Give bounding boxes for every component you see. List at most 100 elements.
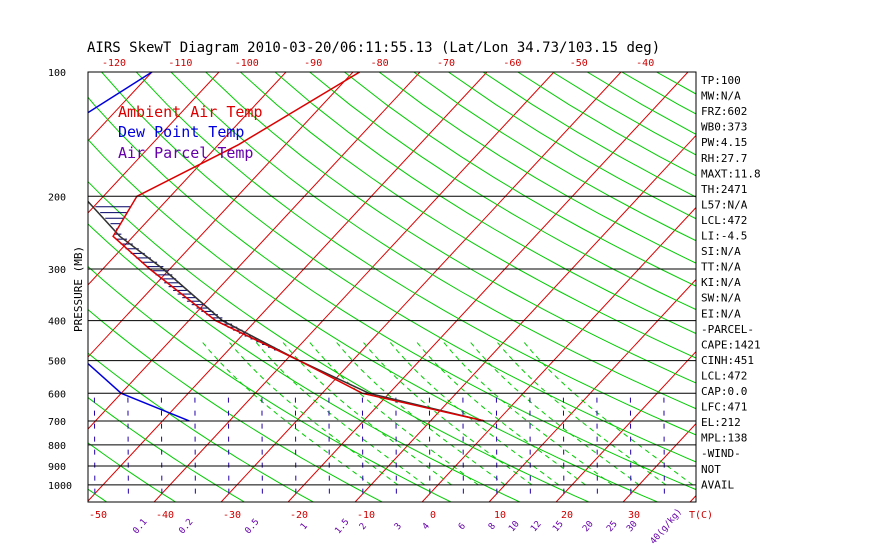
moist-adiabat <box>228 341 399 486</box>
isotherm-line <box>88 72 220 214</box>
side-panel-item: TP:100 <box>701 74 741 87</box>
moist-adiabat <box>362 341 533 486</box>
isotherm-line <box>88 72 488 502</box>
side-panel-item: TT:N/A <box>701 261 741 274</box>
dry-adiabat <box>88 396 245 502</box>
cape-hatching <box>95 206 280 351</box>
moist-adiabat <box>416 341 586 486</box>
mixing-ratio-tick: 15 <box>551 519 566 534</box>
side-panel-item: FRZ:602 <box>701 105 747 118</box>
top-temp-tick: -50 <box>570 58 588 69</box>
mixing-ratio-tick: 0.1 <box>131 517 149 536</box>
pressure-tick: 900 <box>48 462 66 473</box>
isotherm-line <box>488 278 696 502</box>
top-temp-tick: -80 <box>371 58 389 69</box>
pressure-tick: 200 <box>48 192 66 203</box>
mixing-ratio-tick: 4 <box>421 521 432 532</box>
side-panel-item: WB0:373 <box>701 121 747 134</box>
side-panel-item: MPL:138 <box>701 432 747 445</box>
dry-adiabat <box>517 72 696 177</box>
isotherm-line <box>220 72 622 502</box>
legend-ambient: Ambient Air Temp <box>118 103 263 121</box>
isotherm-line <box>757 72 870 502</box>
mixing-ratio-tick: 6 <box>457 521 468 532</box>
pressure-tick: 500 <box>48 357 66 368</box>
side-panel: TP:100 MW:N/A FRZ:602 WB0:373 PW:4.15 RH:27.7… <box>701 74 761 491</box>
mixing-ratio-tick: 3 <box>393 521 404 532</box>
moist-adiabat <box>201 341 372 486</box>
mixing-ratio-tick: 0.5 <box>243 517 261 536</box>
moist-adiabat <box>282 341 452 486</box>
side-panel-item: PW:4.15 <box>701 136 747 149</box>
mixing-ratio-tick: 8 <box>487 521 498 532</box>
moist-adiabat <box>469 341 640 486</box>
isotherm-line <box>0 72 18 502</box>
dry-adiabat <box>344 72 696 287</box>
side-panel-item: LCL:472 <box>701 214 747 227</box>
bottom-temp-tick: 30 <box>628 510 640 521</box>
top-temp-tick: -120 <box>102 58 126 69</box>
side-panel-item: AVAIL <box>701 478 734 491</box>
dry-adiabat <box>309 72 696 311</box>
mixing-ratio-tick: 0.2 <box>177 517 195 536</box>
dry-adiabat <box>88 442 176 502</box>
top-temp-tick: -110 <box>168 58 192 69</box>
moist-adiabat <box>255 341 425 486</box>
pressure-tick: 300 <box>48 265 66 276</box>
side-panel-item: MAXT:11.8 <box>701 167 761 180</box>
moist-adiabat <box>335 341 506 486</box>
pressure-tick: 600 <box>48 389 66 400</box>
dry-adiabat <box>205 72 696 384</box>
pressure-tick: 1000 <box>48 481 72 492</box>
mixing-ratio-tick: 10 <box>507 519 522 534</box>
mixing-ratio-tick: 12 <box>529 519 544 534</box>
dry-adiabat <box>88 488 107 502</box>
dry-adiabat <box>240 72 696 359</box>
mixing-ratio-tick: 40(g/kg) <box>649 507 685 547</box>
pressure-tick: 700 <box>48 417 66 428</box>
mixing-ratio-tick: 2 <box>358 521 369 532</box>
moist-adiabat <box>389 341 559 486</box>
bottom-temp-tick: -40 <box>156 510 174 521</box>
bottom-temp-tick: 0 <box>430 510 436 521</box>
dry-adiabat <box>170 72 696 410</box>
chart-title: AIRS SkewT Diagram 2010-03-20/06:11:55.1… <box>87 40 660 56</box>
side-panel-item: LI:-4.5 <box>701 230 747 243</box>
moist-adiabat <box>308 341 479 486</box>
plot-frame <box>87 71 697 503</box>
dry-adiabat <box>378 72 696 264</box>
moist-adiabat <box>523 341 693 486</box>
isotherm-line <box>622 422 696 502</box>
isotherm-line <box>287 72 689 502</box>
y-axis-label: PRESSURE (MB) <box>72 246 85 332</box>
bottom-temp-tick: -50 <box>89 510 107 521</box>
side-panel-item: -WIND- <box>701 447 741 460</box>
side-panel-item: LFC:471 <box>701 401 747 414</box>
isotherm-line <box>824 72 870 502</box>
side-panel-item: NOT <box>701 463 721 476</box>
dry-adiabat <box>0 72 38 502</box>
pressure-tick: 100 <box>48 68 66 79</box>
side-panel-item: SI:N/A <box>701 245 741 258</box>
isotherm-line <box>354 134 696 502</box>
background-lines <box>0 72 870 502</box>
mixing-ratio-tick: 30 <box>625 519 640 534</box>
moist-adiabat <box>496 341 667 486</box>
side-panel-item: CAPE:1421 <box>701 338 761 351</box>
side-panel-item: CINH:451 <box>701 354 754 367</box>
legend-parcel: Air Parcel Temp <box>118 144 253 162</box>
moist-adiabat <box>442 341 613 486</box>
dry-adiabat <box>448 72 696 220</box>
mixing-ratio-tick: 25 <box>605 519 620 534</box>
isotherm-line <box>421 206 696 502</box>
side-panel-item: L57:N/A <box>701 198 748 211</box>
isotherm-line <box>153 72 555 502</box>
top-temp-tick: -40 <box>636 58 654 69</box>
mixing-ratio-tick: 1 <box>299 521 310 532</box>
dew-point-line <box>88 72 190 422</box>
bottom-temp-tick: -20 <box>290 510 308 521</box>
side-panel-item: SW:N/A <box>701 292 741 305</box>
top-temp-tick: -100 <box>235 58 259 69</box>
top-temp-tick: -90 <box>304 58 322 69</box>
